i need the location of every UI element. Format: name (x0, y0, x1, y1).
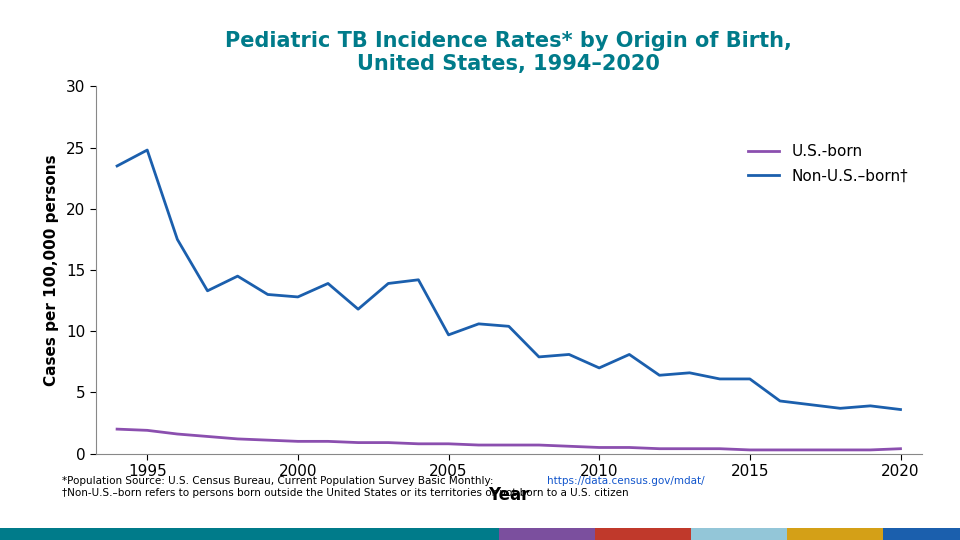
Y-axis label: Cases per 100,000 persons: Cases per 100,000 persons (44, 154, 60, 386)
Legend: U.S.-born, Non-U.S.–born†: U.S.-born, Non-U.S.–born† (742, 138, 914, 190)
Text: †Non-U.S.–born refers to persons born outside the United States or its territori: †Non-U.S.–born refers to persons born ou… (62, 488, 629, 498)
Text: https://data.census.gov/mdat/: https://data.census.gov/mdat/ (547, 476, 705, 487)
Title: Pediatric TB Incidence Rates* by Origin of Birth,
United States, 1994–2020: Pediatric TB Incidence Rates* by Origin … (226, 31, 792, 74)
Text: *Population Source: U.S. Census Bureau, Current Population Survey Basic Monthly:: *Population Source: U.S. Census Bureau, … (62, 476, 497, 487)
X-axis label: Year: Year (488, 486, 530, 504)
